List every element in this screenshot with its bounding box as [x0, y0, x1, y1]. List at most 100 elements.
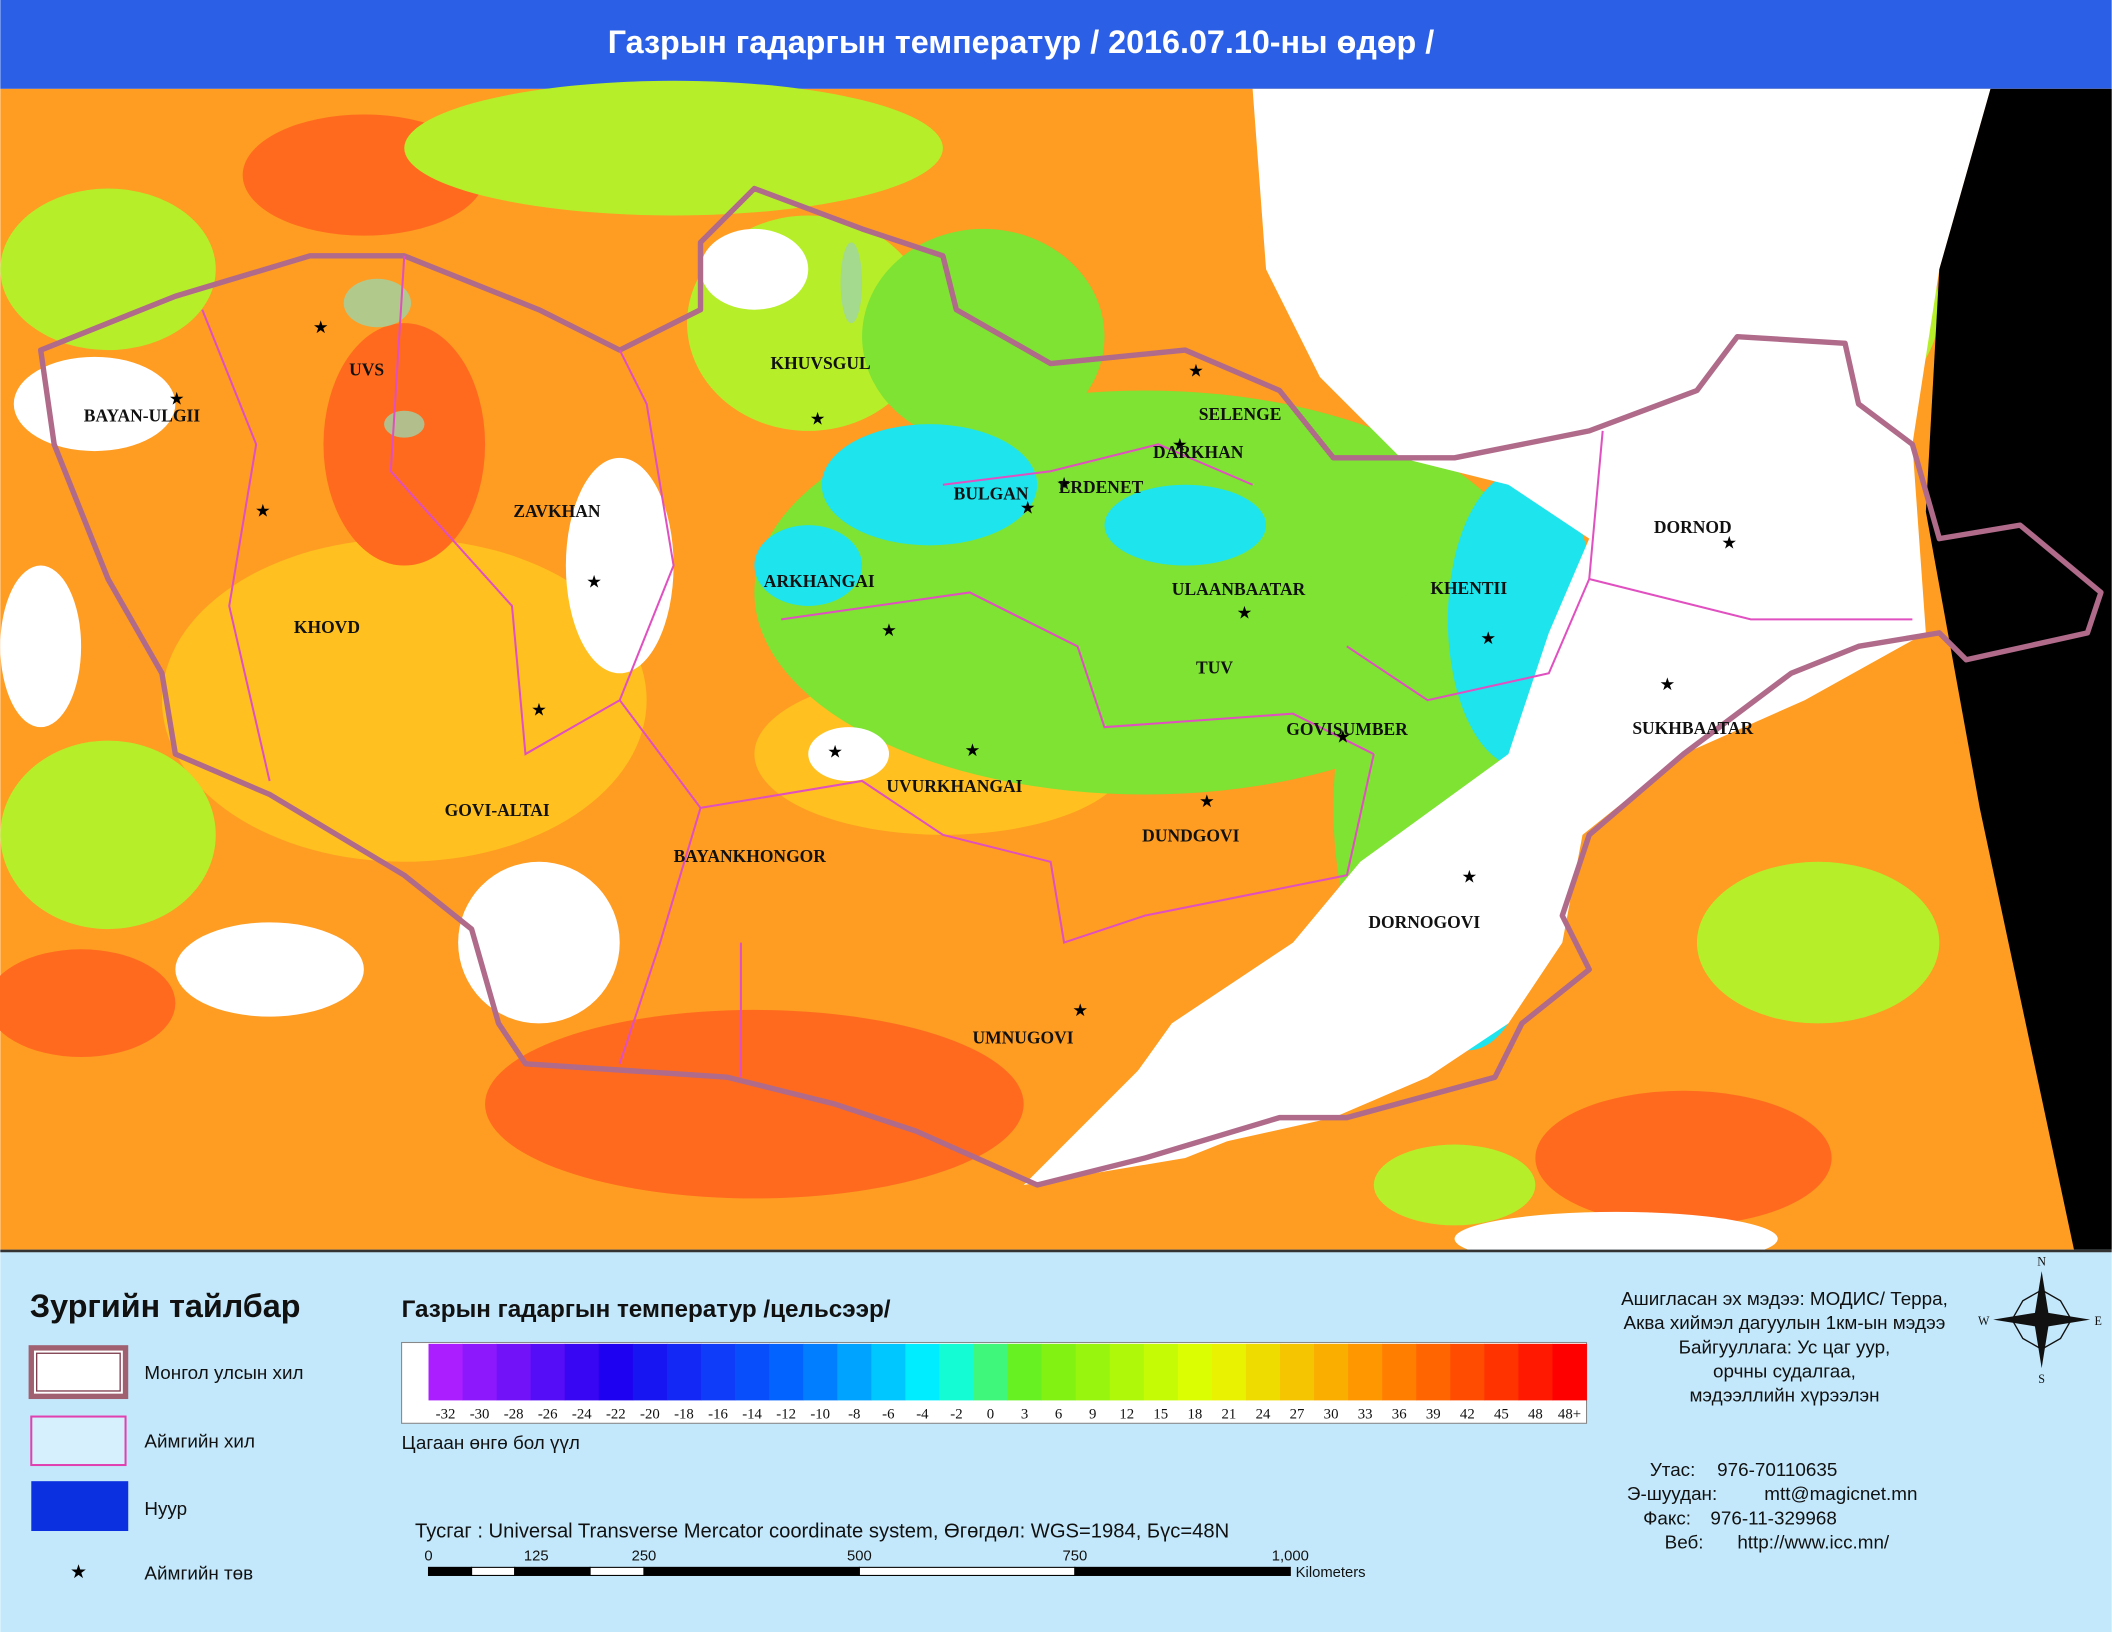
color-label: 45 [1494, 1407, 1509, 1423]
province-label: BULGAN [954, 484, 1029, 504]
color-label: 24 [1256, 1407, 1271, 1423]
aimag-center: ★ [810, 409, 826, 429]
color-label: 9 [1089, 1407, 1096, 1423]
patch [1535, 1090, 1832, 1226]
province-borders [201, 255, 1913, 1078]
color-label: 3 [1021, 1407, 1028, 1423]
scale-label: 750 [1063, 1549, 1088, 1565]
source-line: Аква хиймэл дагуулын 1км-ын мэдээ [1624, 1312, 1946, 1333]
province-label: ERDENET [1059, 477, 1144, 497]
province-label: UVS [349, 360, 384, 380]
aimag-center: ★ [1335, 727, 1351, 747]
patch [1696, 861, 1940, 1024]
color-swatch [598, 1343, 634, 1401]
legend-label: Монгол улсын хил [144, 1362, 303, 1383]
aimag-center: ★ [1056, 473, 1072, 493]
scale-segment [1074, 1566, 1291, 1576]
aimag-center: ★ [1462, 867, 1478, 887]
color-label: -20 [640, 1407, 660, 1423]
province-label: ZAVKHAN [513, 501, 601, 521]
color-label: -22 [606, 1407, 626, 1423]
color-label: -30 [470, 1407, 490, 1423]
color-label: -4 [916, 1407, 929, 1423]
compass-letter: W [1978, 1314, 1990, 1328]
patch [161, 538, 647, 862]
color-label: 36 [1392, 1407, 1407, 1423]
legend-star: ★ [70, 1561, 87, 1582]
province-label: KHOVD [294, 617, 360, 637]
scale-segment [643, 1566, 860, 1576]
contact-value: http://www.icc.mn/ [1737, 1532, 1890, 1553]
patch [754, 525, 863, 606]
color-label: 42 [1460, 1407, 1475, 1423]
color-label: -16 [708, 1407, 728, 1423]
scale-segment [471, 1566, 516, 1576]
legend-label: Аймгийн хил [144, 1431, 255, 1452]
source-line: Ашигласан эх мэдээ: МОДИС/ Терра, [1621, 1288, 1948, 1309]
cloud [1023, 969, 1347, 1185]
scale-label: 250 [632, 1549, 657, 1565]
cloud [808, 727, 890, 781]
color-swatch [1552, 1343, 1587, 1401]
compass-rose [1993, 1271, 2091, 1369]
source-line: орчны судалгаа, [1713, 1361, 1856, 1382]
color-swatch [1518, 1343, 1553, 1401]
color-swatch [666, 1343, 702, 1401]
color-swatch [530, 1343, 566, 1401]
legend-label: Аймгийн төв [144, 1562, 253, 1583]
color-label: 12 [1119, 1407, 1134, 1423]
color-swatch [1007, 1343, 1042, 1401]
lake [384, 410, 425, 438]
cloud [1104, 88, 1991, 1145]
color-swatch [1348, 1343, 1383, 1401]
patch [1104, 484, 1267, 566]
aimag-center: ★ [1072, 1000, 1088, 1020]
color-label: -8 [848, 1407, 860, 1423]
scale-label: 0 [424, 1549, 432, 1565]
aimag-center: ★ [313, 317, 329, 337]
province-label: GOVI-ALTAI [445, 800, 550, 820]
color-swatch [462, 1343, 498, 1401]
color-label: -18 [674, 1407, 694, 1423]
map-title: Газрын гадаргын температур / 2016.07.10-… [608, 24, 1435, 60]
color-swatch [1143, 1343, 1179, 1401]
color-swatch [735, 1343, 770, 1401]
patch [485, 1009, 1024, 1199]
contact-value: mtt@magicnet.mn [1764, 1483, 1917, 1504]
scale-label: 125 [524, 1549, 549, 1565]
province-border [1588, 578, 1913, 621]
color-swatch [837, 1343, 872, 1401]
color-label: 18 [1187, 1407, 1202, 1423]
legend-swatch-province [30, 1415, 127, 1467]
color-label: 48 [1528, 1407, 1543, 1423]
color-label: 39 [1426, 1407, 1441, 1423]
legend-swatch-lake [31, 1481, 129, 1532]
patch [821, 424, 1038, 546]
cloud [565, 457, 674, 674]
color-swatch [1211, 1343, 1247, 1401]
aimag-centers: ★ ★ ★ ★ ★ ★ ★ ★ ★ ★ ★ ★ ★ ★ ★ ★ ★ ★ ★ ★ … [169, 317, 1737, 1020]
contact-value: 976-70110635 [1717, 1459, 1837, 1480]
color-label: 27 [1290, 1407, 1305, 1423]
aimag-center: ★ [1199, 791, 1215, 811]
aimag-center: ★ [965, 740, 981, 760]
patch [862, 228, 1105, 445]
aimag-center: ★ [881, 620, 897, 640]
source-info: Ашигласан эх мэдээ: МОДИС/ Терра, Аква х… [1621, 1288, 1948, 1406]
color-label: -2 [950, 1407, 962, 1423]
color-label: -28 [504, 1407, 524, 1423]
color-label: -10 [810, 1407, 830, 1423]
aimag-center: ★ [1020, 498, 1036, 518]
patch [0, 949, 176, 1058]
color-swatch [1382, 1343, 1417, 1401]
aimag-center: ★ [1172, 434, 1188, 454]
color-label: 48+ [1558, 1407, 1581, 1423]
color-swatch [1280, 1343, 1315, 1401]
color-label: 6 [1055, 1407, 1062, 1423]
compass-ring [2011, 1289, 2073, 1351]
color-scale: -32 -30 -28 -26 -24 -22 -20 -18 -16 -14 -12 -10 -8 -6… [428, 1343, 1587, 1423]
map-image: ★ ★ ★ ★ ★ ★ ★ ★ ★ ★ ★ ★ ★ ★ ★ ★ ★ ★ ★ ★ … [0, 80, 2112, 1266]
projection-text: Тусгаг : Universal Transverse Mercator c… [415, 1521, 1229, 1543]
